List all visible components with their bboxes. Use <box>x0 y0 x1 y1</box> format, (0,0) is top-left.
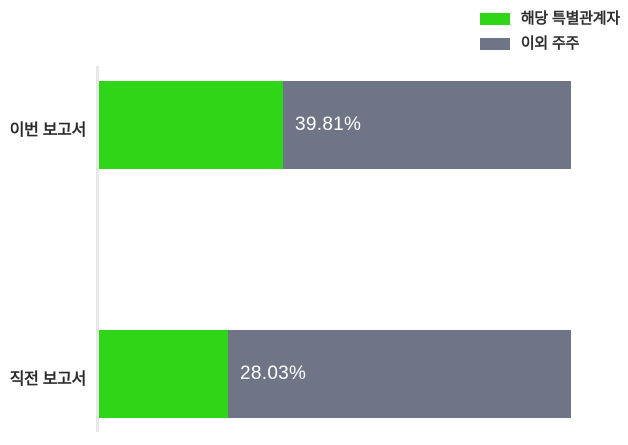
category-axis-line <box>96 66 99 432</box>
category-label-previous-report: 직전 보고서 <box>9 371 87 388</box>
bar-segment-other-shareholders[interactable]: 39.81% <box>283 81 571 169</box>
bar-value-label: 39.81% <box>295 114 362 135</box>
bar-segment-special-related[interactable] <box>99 81 283 169</box>
legend-label-other-shareholders: 이외 주주 <box>520 35 580 52</box>
legend-label-special-related: 해당 특별관계자 <box>520 10 620 27</box>
legend-swatch-other-shareholders-icon <box>479 37 510 50</box>
legend-swatch-special-related-icon <box>479 12 510 25</box>
bar-segment-special-related[interactable] <box>99 330 228 418</box>
legend-item-other-shareholders[interactable]: 이외 주주 <box>479 34 580 53</box>
chart-legend: 해당 특별관계자 이외 주주 <box>479 9 620 53</box>
bar-row: 28.03% <box>99 330 571 418</box>
bar-row: 39.81% <box>99 81 571 169</box>
category-label-this-report: 이번 보고서 <box>9 122 87 139</box>
bar-segment-other-shareholders[interactable]: 28.03% <box>228 330 571 418</box>
bar-value-label: 28.03% <box>240 363 307 384</box>
legend-item-special-related[interactable]: 해당 특별관계자 <box>479 9 620 28</box>
